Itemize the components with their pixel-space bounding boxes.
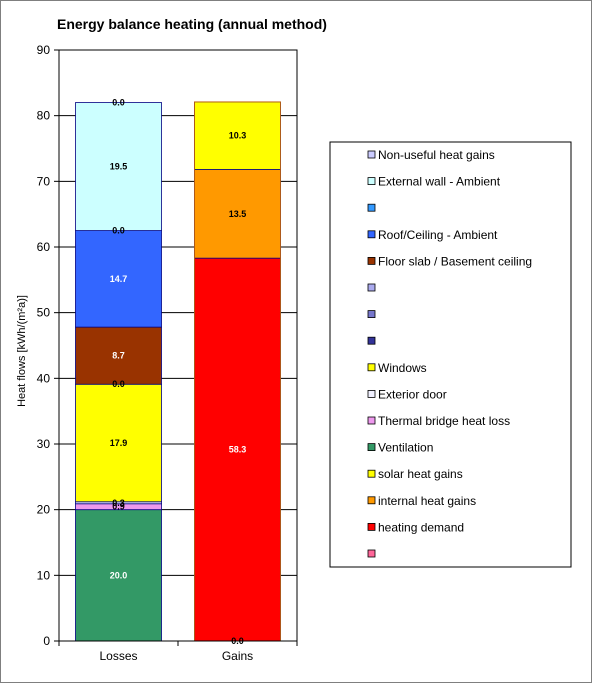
- zero-label-2: 0.0: [112, 379, 125, 389]
- bar-losses-floor-slab-basement-ceiling: [75, 326, 162, 385]
- legend-entry-heating-demand: heating demand: [378, 520, 464, 534]
- data-label-losses-thermal-bridge-heat-loss: 0.9: [112, 502, 125, 512]
- legend-swatch-12: [367, 443, 376, 452]
- zero-label-1: 0.0: [112, 226, 125, 236]
- legend-swatch-2: [367, 177, 376, 186]
- legend-entry-external-wall-ambient: External wall - Ambient: [378, 175, 501, 189]
- legend-swatch-4: [367, 230, 376, 239]
- bar-gains-solar-heat-gains: [194, 101, 281, 170]
- legend-entry-windows: Windows: [378, 361, 427, 375]
- data-label-losses-floor-slab-basement-ceiling: 8.7: [112, 351, 125, 361]
- y-tick-label-30: 30: [37, 437, 51, 451]
- legend-entry-thermal-bridge-heat-loss: Thermal bridge heat loss: [378, 414, 510, 428]
- legend-entry-floor-slab-basement-ceiling: Floor slab / Basement ceiling: [378, 254, 532, 268]
- legend-swatch-1: [367, 150, 376, 159]
- data-label-losses-external-wall-ambient: 19.5: [110, 162, 128, 172]
- y-tick-label-20: 20: [37, 503, 51, 517]
- legend-swatch-14: [367, 496, 376, 505]
- y-tick-label-80: 80: [37, 109, 51, 123]
- legend-swatch-16: [367, 549, 376, 558]
- legend-entry-ventilation: Ventilation: [378, 441, 433, 455]
- y-tick-label-40: 40: [37, 371, 51, 385]
- bar-losses-external-wall-ambient: [75, 102, 162, 231]
- x-tick-label-gains: Gains: [222, 649, 253, 663]
- data-label-losses-ventilation: 20.0: [110, 570, 128, 580]
- legend-entry-non-useful-heat-gains: Non-useful heat gains: [378, 148, 495, 162]
- data-label-losses-exterior-door: 0.3: [112, 498, 125, 508]
- legend-swatch-10: [367, 389, 376, 398]
- y-tick-label-50: 50: [37, 306, 51, 320]
- legend-swatch-7: [367, 310, 376, 319]
- bar-gains-heating-demand: [194, 257, 281, 642]
- legend-swatch-5: [367, 256, 376, 265]
- data-label-gains-internal-heat-gains: 13.5: [229, 209, 247, 219]
- y-tick-label-10: 10: [37, 568, 51, 582]
- chart-title: Energy balance heating (annual method): [57, 16, 327, 32]
- legend-entry-internal-heat-gains: internal heat gains: [378, 494, 476, 508]
- axes: 0 10 20 30 40 50 60 70 80 90 Losses Gains: [37, 43, 298, 663]
- data-label-losses-windows: 17.9: [110, 438, 128, 448]
- legend-swatch-9: [367, 363, 376, 372]
- y-axis-label: Heat flows [kWh/(m²a)]: [16, 295, 28, 407]
- legend-swatch-11: [367, 416, 376, 425]
- y-tick-label-90: 90: [37, 43, 51, 57]
- data-label-gains-solar-heat-gains: 10.3: [229, 131, 247, 141]
- legend-box: [329, 141, 572, 568]
- y-tick-label-70: 70: [37, 174, 51, 188]
- legend-entry-roof-ceiling-ambient: Roof/Ceiling - Ambient: [378, 228, 498, 242]
- x-tick-label-losses: Losses: [99, 649, 137, 663]
- zero-label-0: 0.0: [112, 98, 125, 108]
- y-tick-label-60: 60: [37, 240, 51, 254]
- legend-swatch-6: [367, 283, 376, 292]
- data-label-losses-roof-ceiling-ambient: 14.7: [110, 274, 128, 284]
- legend-swatch-8: [367, 336, 376, 345]
- legend: Non-useful heat gains External wall - Amb…: [329, 141, 572, 568]
- legend-entry-solar-heat-gains: solar heat gains: [378, 467, 463, 481]
- legend-entry-exterior-door: Exterior door: [378, 387, 447, 401]
- legend-swatch-3: [367, 203, 376, 212]
- bar-losses-ventilation: [75, 509, 162, 642]
- legend-swatch-13: [367, 469, 376, 478]
- legend-swatch-15: [367, 523, 376, 531]
- data-label-gains-heating-demand: 58.3: [229, 445, 247, 455]
- bar-losses-roof-ceiling-ambient: [75, 230, 162, 328]
- y-tick-label-0: 0: [43, 634, 50, 648]
- bar-stacks: [75, 101, 281, 642]
- bar-losses-windows: [75, 383, 162, 503]
